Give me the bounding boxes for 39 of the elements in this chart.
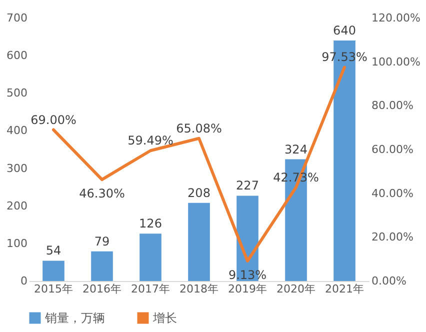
y2-tick-label: 40.00% <box>372 186 414 200</box>
x-tick-label: 2018年 <box>180 282 218 296</box>
data-label: 54 <box>46 244 62 258</box>
data-label: 208 <box>188 186 210 200</box>
data-label: 59.49% <box>128 134 174 148</box>
y-tick-label: 700 <box>6 12 28 24</box>
y2-tick-label: 0.00% <box>372 274 406 288</box>
bar <box>188 202 210 281</box>
bar <box>140 234 162 281</box>
x-tick-label: 2021年 <box>325 282 364 296</box>
x-tick-label: 2019年 <box>228 282 267 296</box>
y-tick-label: 500 <box>6 86 28 100</box>
y2-tick-label: 120.00% <box>372 12 420 24</box>
x-tick-label: 2015年 <box>34 282 73 296</box>
y-tick-label: 600 <box>6 49 28 62</box>
x-tick-label: 2016年 <box>82 282 122 296</box>
x-tick-label: 2020年 <box>276 282 316 296</box>
data-label: 126 <box>139 216 162 231</box>
y-tick-label: 400 <box>6 124 28 138</box>
data-label: 46.30% <box>79 186 125 201</box>
y2-tick-label: 100.00% <box>372 55 420 68</box>
y-tick-label: 200 <box>6 199 28 212</box>
y2-tick-label: 60.00% <box>372 143 414 156</box>
y-tick-label: 100 <box>6 236 28 250</box>
y-tick-label: 300 <box>6 162 28 175</box>
data-label: 79 <box>94 234 110 248</box>
data-label: 69.00% <box>30 112 76 127</box>
legend-label: 销量，万辆 <box>44 311 105 325</box>
data-label: 324 <box>284 142 308 156</box>
data-label: 65.08% <box>176 121 222 136</box>
bar <box>42 260 64 281</box>
y2-tick-label: 80.00% <box>372 99 414 112</box>
data-label: 227 <box>236 178 259 193</box>
x-tick-label: 2017年 <box>131 282 170 296</box>
y2-tick-label: 20.00% <box>372 230 414 244</box>
data-label: 640 <box>333 24 356 38</box>
legend-label: 增长 <box>152 311 177 325</box>
bar <box>91 251 113 281</box>
y-tick-label: 0 <box>20 274 28 288</box>
